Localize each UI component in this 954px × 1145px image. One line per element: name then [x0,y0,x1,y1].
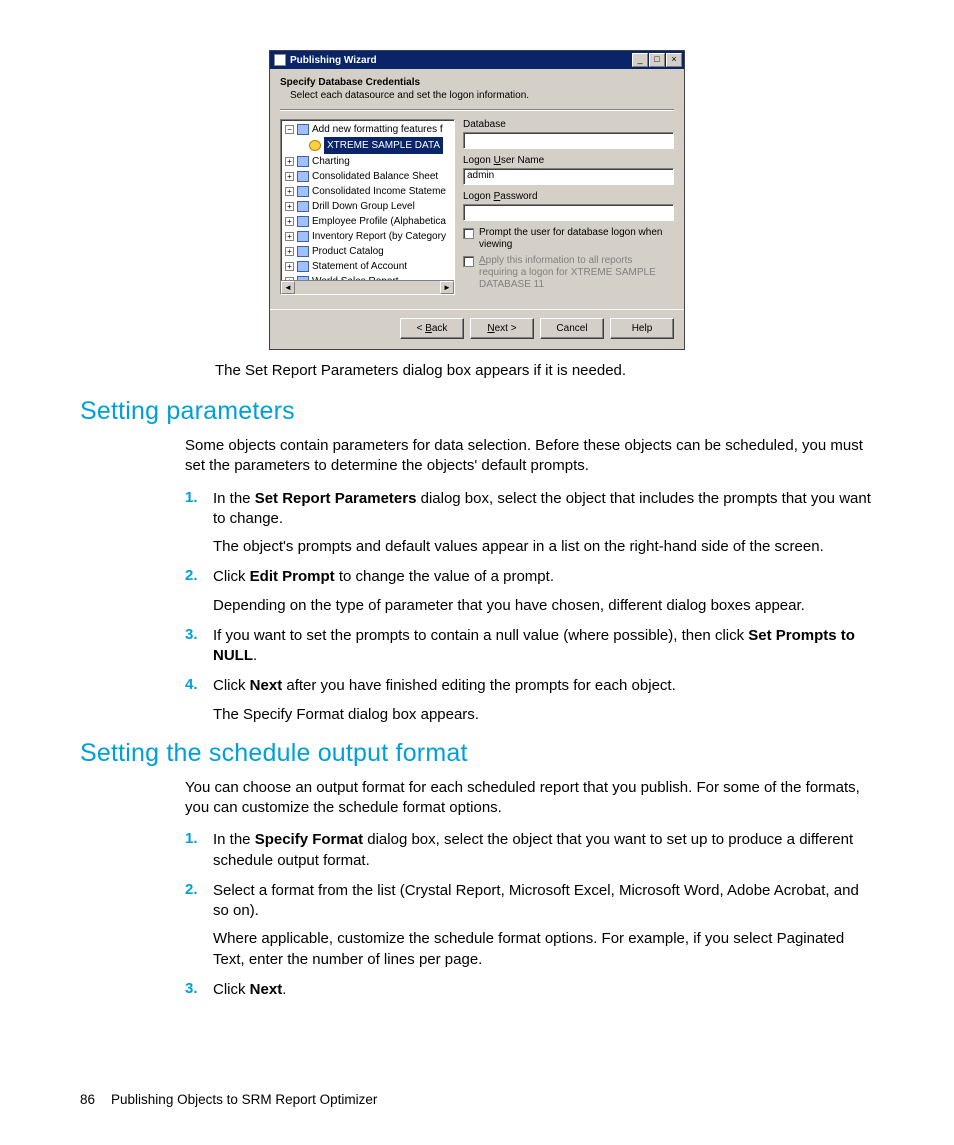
step-body: If you want to set the prompts to contai… [213,626,874,667]
tree-root[interactable]: Add new formatting features f [312,122,443,137]
dialog-subheader: Select each datasource and set the logon… [290,90,674,101]
step-number: 2. [185,567,205,616]
page-footer: 86 Publishing Objects to SRM Report Opti… [80,1092,377,1107]
step-item: 3. If you want to set the prompts to con… [185,626,874,667]
report-icon [297,246,309,257]
report-icon [297,186,309,197]
dialog-title: Publishing Wizard [290,55,377,66]
prompt-checkbox-row[interactable]: Prompt the user for database logon when … [463,227,674,251]
minimize-button[interactable]: _ [632,53,648,67]
step-item: 1. In the Specify Format dialog box, sel… [185,830,874,871]
expand-icon[interactable]: + [285,202,294,211]
step-item: 3. Click Next. [185,980,874,1000]
dialog-header: Specify Database Credentials [280,77,674,88]
help-button[interactable]: Help [610,318,674,339]
expand-icon[interactable]: + [285,232,294,241]
username-input[interactable]: admin [463,168,674,185]
section2-steps: 1. In the Specify Format dialog box, sel… [185,830,874,1000]
tree-scrollbar[interactable]: ◄ ► [281,280,454,294]
heading-setting-schedule-format: Setting the schedule output format [80,739,874,768]
report-icon [297,261,309,272]
step-note: The object's prompts and default values … [213,537,874,557]
expand-icon[interactable]: − [285,125,294,134]
report-icon [297,124,309,135]
tree-item[interactable]: Employee Profile (Alphabetica [312,214,446,229]
app-icon [274,54,286,66]
step-body: Click Next after you have finished editi… [213,676,874,725]
step-body: Click Edit Prompt to change the value of… [213,567,874,616]
step-note: Where applicable, customize the schedule… [213,929,874,970]
database-label: Database [463,119,674,130]
divider [280,109,674,111]
publishing-wizard-dialog: Publishing Wizard _ □ × Specify Database… [269,50,685,350]
step-item: 2. Click Edit Prompt to change the value… [185,567,874,616]
prompt-checkbox-label: Prompt the user for database logon when … [479,227,674,251]
expand-icon[interactable]: + [285,217,294,226]
tree-item[interactable]: Product Catalog [312,244,384,259]
password-label: Logon Password [463,191,674,202]
tree-item[interactable]: Charting [312,154,350,169]
step-item: 1. In the Set Report Parameters dialog b… [185,489,874,558]
scroll-left-button[interactable]: ◄ [281,281,295,294]
apply-checkbox-row: Apply this information to all reports re… [463,255,674,291]
expand-icon[interactable]: + [285,172,294,181]
tree-selected[interactable]: XTREME SAMPLE DATA [324,137,443,154]
username-label: Logon User Name [463,155,674,166]
titlebar: Publishing Wizard _ □ × [270,51,684,69]
step-number: 4. [185,676,205,725]
report-icon [297,231,309,242]
logon-form: Database Logon User Name admin Logon Pas… [463,119,674,295]
report-icon [297,156,309,167]
expand-icon[interactable]: + [285,157,294,166]
step-body: Select a format from the list (Crystal R… [213,881,874,970]
dialog-button-bar: < Back Next > Cancel Help [270,309,684,349]
section1-intro: Some objects contain parameters for data… [185,436,874,477]
section2-intro: You can choose an output format for each… [185,778,874,819]
datasource-icon [309,140,321,151]
next-button[interactable]: Next > [470,318,534,339]
cancel-button[interactable]: Cancel [540,318,604,339]
expand-icon[interactable]: + [285,247,294,256]
report-icon [297,171,309,182]
step-body: In the Specify Format dialog box, select… [213,830,874,871]
step-number: 3. [185,626,205,667]
checkbox-icon [463,256,474,267]
page-number: 86 [80,1092,95,1107]
step-note: The Specify Format dialog box appears. [213,705,874,725]
step-number: 2. [185,881,205,970]
datasource-tree[interactable]: − Add new formatting features f XTREME S… [280,119,455,295]
step-note: Depending on the type of parameter that … [213,596,874,616]
tree-item[interactable]: Drill Down Group Level [312,199,415,214]
database-input[interactable] [463,132,674,149]
step-body: In the Set Report Parameters dialog box,… [213,489,874,558]
report-icon [297,201,309,212]
tree-item[interactable]: Statement of Account [312,259,407,274]
tree-item[interactable]: Consolidated Balance Sheet [312,169,438,184]
section1-steps: 1. In the Set Report Parameters dialog b… [185,489,874,725]
figure-caption: The Set Report Parameters dialog box app… [215,362,874,379]
step-item: 2. Select a format from the list (Crysta… [185,881,874,970]
report-icon [297,216,309,227]
scroll-right-button[interactable]: ► [440,281,454,294]
expand-icon[interactable]: + [285,262,294,271]
checkbox-icon[interactable] [463,228,474,239]
maximize-button[interactable]: □ [649,53,665,67]
password-input[interactable] [463,204,674,221]
apply-checkbox-label: Apply this information to all reports re… [479,255,674,291]
back-button[interactable]: < Back [400,318,464,339]
step-body: Click Next. [213,980,874,1000]
footer-title: Publishing Objects to SRM Report Optimiz… [111,1092,377,1107]
step-number: 1. [185,489,205,558]
heading-setting-parameters: Setting parameters [80,397,874,426]
dialog-screenshot: Publishing Wizard _ □ × Specify Database… [80,50,874,350]
close-button[interactable]: × [666,53,682,67]
tree-item[interactable]: Inventory Report (by Category [312,229,446,244]
expand-icon[interactable]: + [285,187,294,196]
database-label-text: Database [463,119,506,130]
step-item: 4. Click Next after you have finished ed… [185,676,874,725]
step-number: 3. [185,980,205,1000]
step-number: 1. [185,830,205,871]
tree-item[interactable]: Consolidated Income Stateme [312,184,446,199]
